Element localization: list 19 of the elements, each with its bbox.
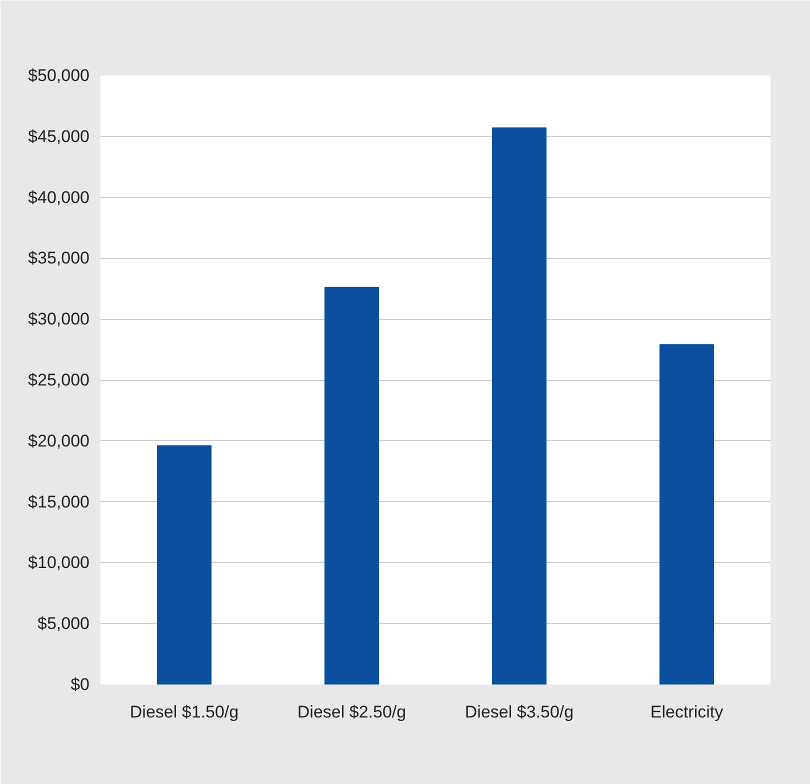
y-tick-label: $15,000	[28, 492, 90, 512]
bar	[156, 445, 212, 684]
bar	[659, 344, 714, 684]
y-tick-label: $45,000	[28, 126, 90, 146]
bar	[324, 286, 380, 684]
bar	[492, 127, 547, 684]
y-tick-label: $10,000	[28, 553, 90, 572]
y-tick-label: $25,000	[28, 370, 90, 390]
x-tick-label: Diesel $2.50/g	[297, 702, 406, 722]
x-tick-label: Diesel $1.50/g	[130, 702, 239, 722]
y-tick-label: $50,000	[28, 66, 90, 85]
y-tick-label: $40,000	[28, 188, 90, 207]
x-tick-label: Electricity	[650, 702, 724, 722]
y-tick-label: $35,000	[28, 248, 90, 268]
y-tick-label: $30,000	[28, 310, 90, 329]
y-tick-label: $20,000	[28, 431, 90, 450]
y-tick-label: $5,000	[38, 614, 90, 634]
x-tick-label: Diesel $3.50/g	[464, 702, 574, 722]
y-tick-label: $0	[70, 675, 90, 694]
